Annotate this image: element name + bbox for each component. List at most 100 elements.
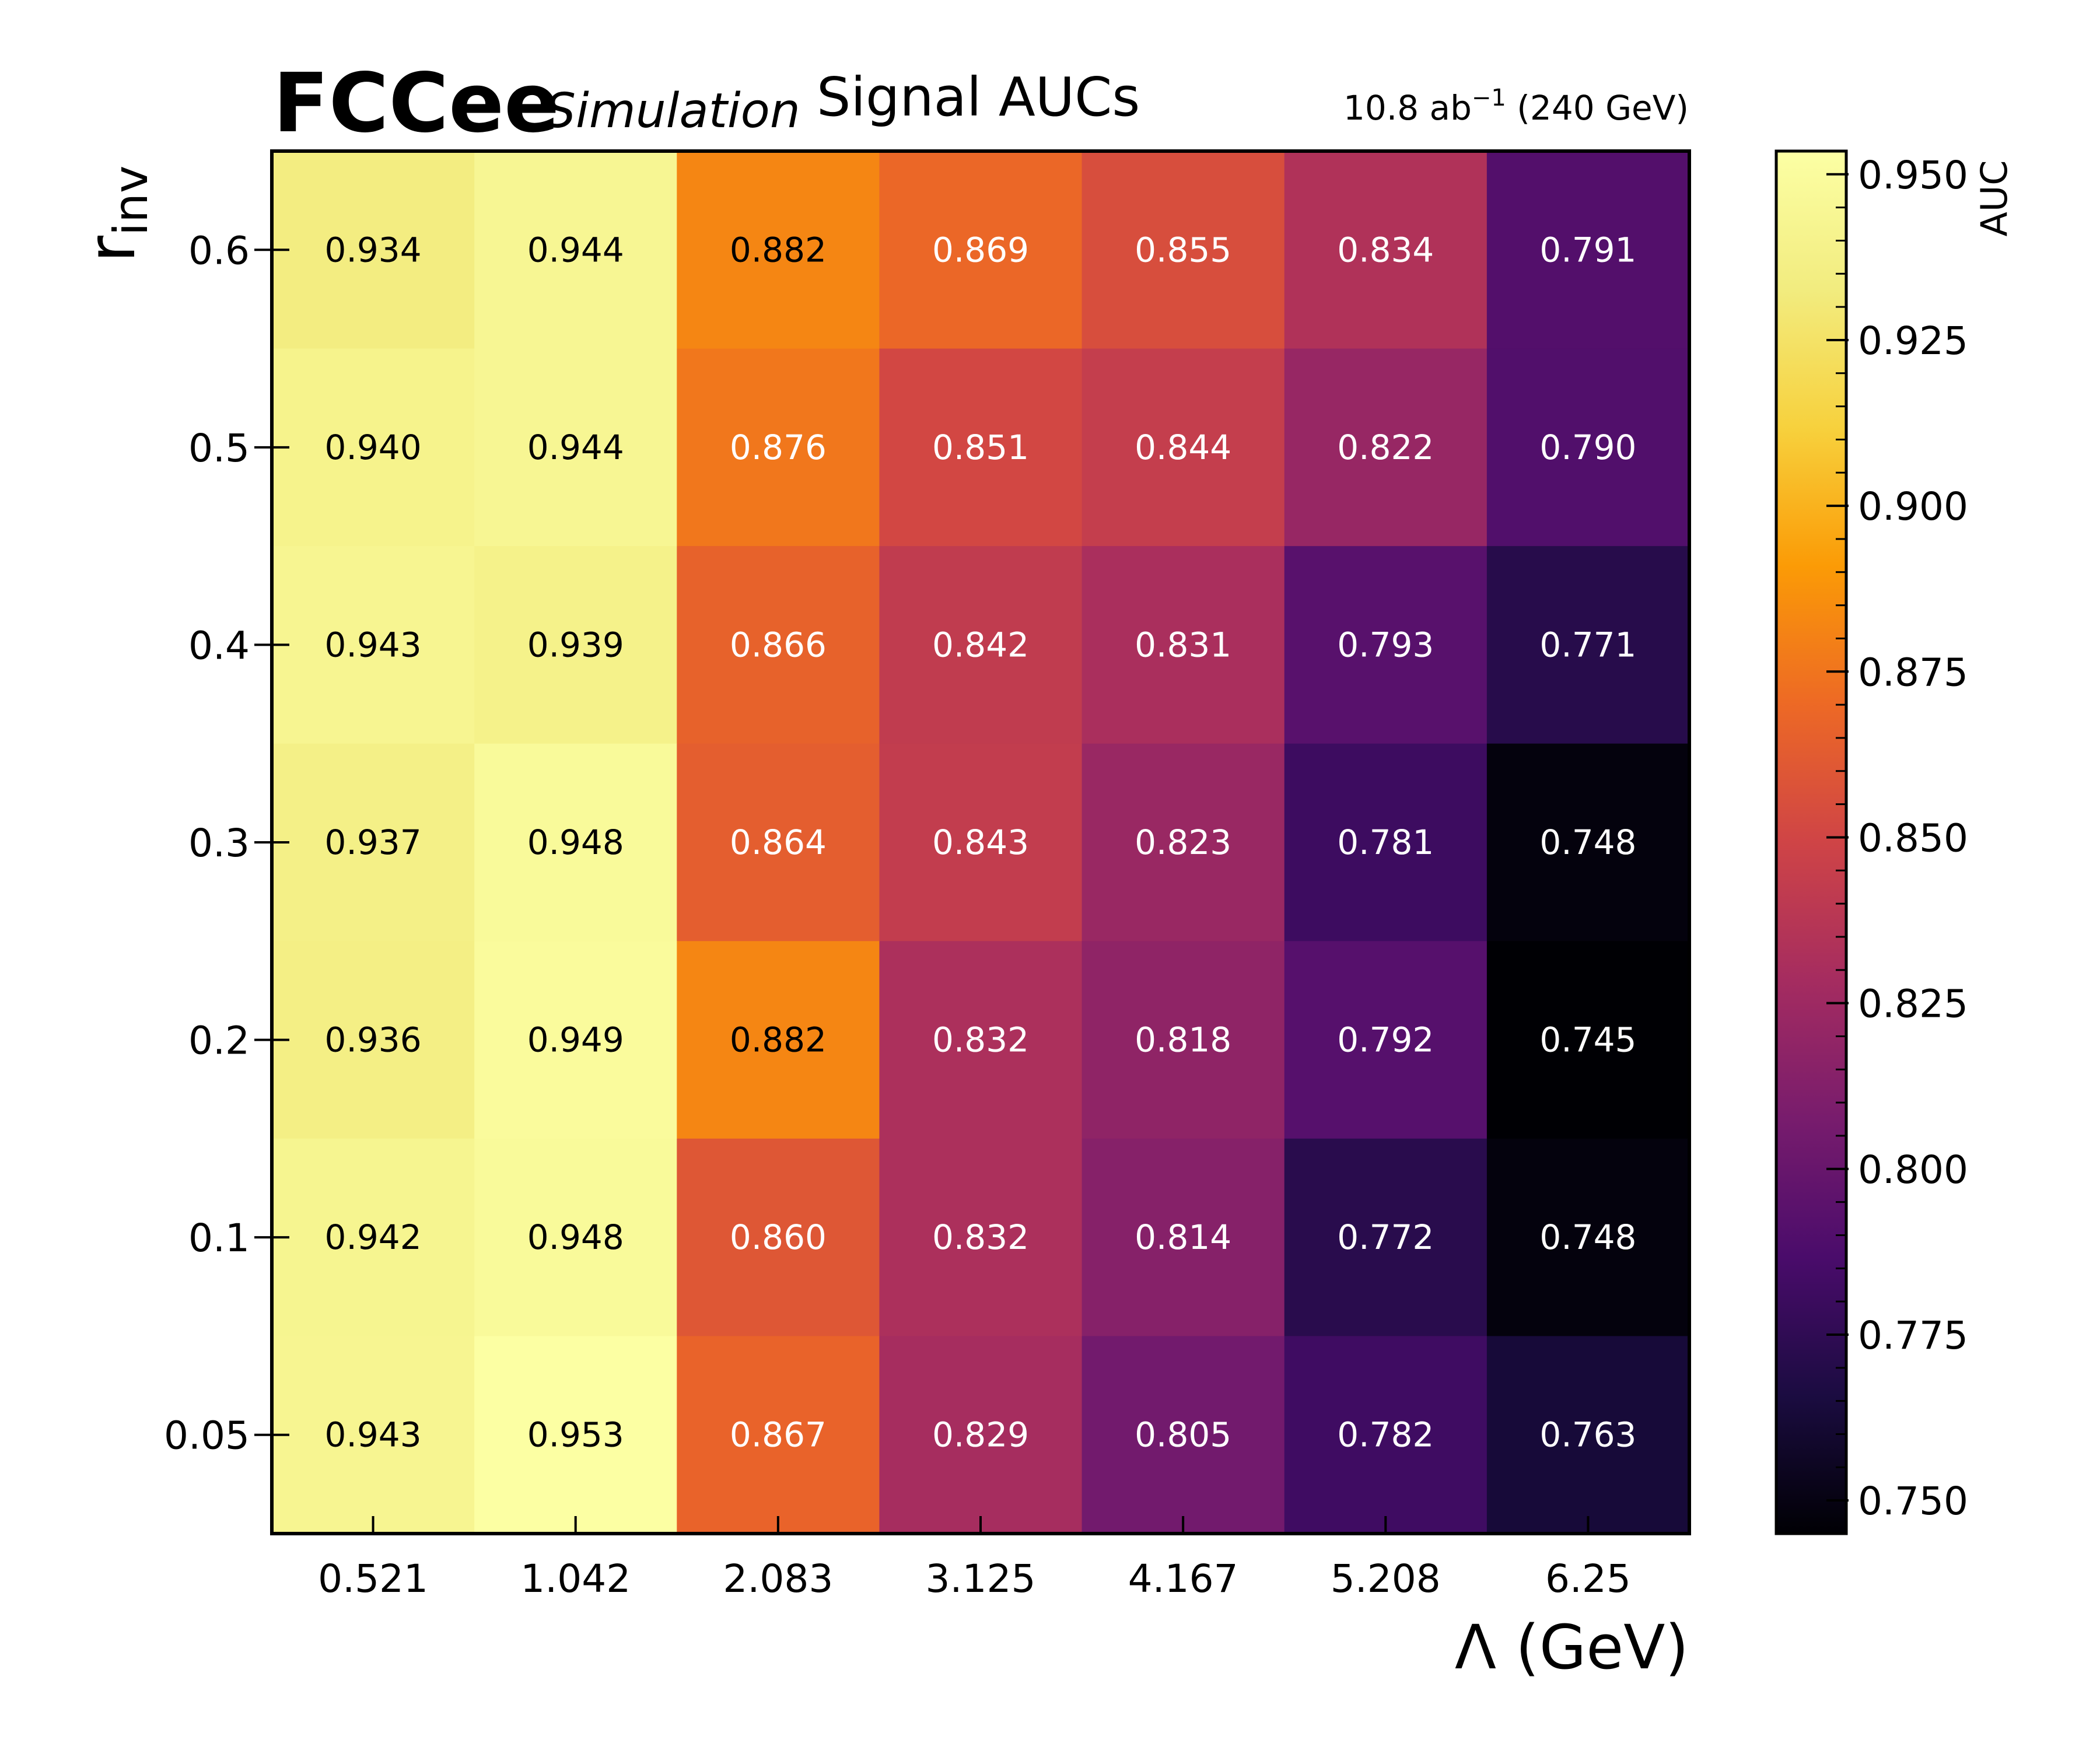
- x-tick-label: 1.042: [520, 1556, 631, 1601]
- heatmap-cell-value: 0.748: [1539, 1217, 1636, 1257]
- heatmap-cell-value: 0.843: [932, 822, 1029, 862]
- heatmap-cell: [272, 348, 475, 547]
- heatmap-cell-value: 0.834: [1337, 230, 1434, 270]
- heatmap-cell-value: 0.844: [1135, 428, 1231, 467]
- heatmap-cell: [474, 743, 677, 942]
- colorbar-tick-label: 0.900: [1858, 484, 1968, 529]
- heatmap-cell: [1486, 348, 1690, 547]
- heatmap-cell-value: 0.949: [527, 1020, 624, 1060]
- heatmap-cell-value: 0.791: [1539, 230, 1636, 270]
- lumi-exponent: −1: [1472, 85, 1506, 111]
- y-tick-label: 0.1: [188, 1216, 250, 1261]
- y-axis-label-sub: inv: [104, 166, 158, 236]
- heatmap-cell: [677, 941, 880, 1139]
- chart-title: Signal AUCs: [817, 66, 1140, 128]
- y-tick-label: 0.05: [164, 1413, 250, 1458]
- heatmap-cell: [677, 743, 880, 942]
- heatmap-cell: [1082, 941, 1285, 1139]
- heatmap-cells: [272, 151, 1690, 1534]
- x-axis-label: Λ (GeV): [1455, 1612, 1689, 1683]
- heatmap-cell: [1486, 1138, 1690, 1336]
- heatmap-cell-value: 0.781: [1337, 822, 1434, 862]
- heatmap-cell: [879, 546, 1083, 744]
- heatmap-cell: [1284, 1336, 1488, 1534]
- heatmap-cell-value: 0.948: [527, 1217, 624, 1257]
- heatmap-cell: [1486, 941, 1690, 1139]
- heatmap-cell-value: 0.822: [1337, 428, 1434, 467]
- heatmap-cell-value: 0.805: [1135, 1415, 1231, 1455]
- heatmap-cell-value: 0.876: [730, 428, 827, 467]
- heatmap-cell: [1082, 1138, 1285, 1336]
- heatmap-cell-value: 0.745: [1539, 1020, 1636, 1060]
- heatmap-cell-value: 0.831: [1135, 625, 1231, 664]
- heatmap-cell-value: 0.940: [325, 428, 422, 467]
- x-tick-label: 0.521: [318, 1556, 428, 1601]
- colorbar-tick-label: 0.875: [1858, 650, 1968, 695]
- heatmap-cell: [677, 546, 880, 744]
- heatmap-cell: [1082, 546, 1285, 744]
- heatmap-cell-value: 0.832: [932, 1217, 1029, 1257]
- heatmap-cell-value: 0.782: [1337, 1415, 1434, 1455]
- y-tick-label: 0.6: [188, 228, 250, 273]
- heatmap-cell-value: 0.948: [527, 822, 624, 862]
- heatmap-cell-value: 0.939: [527, 625, 624, 664]
- heatmap-cell-value: 0.851: [932, 428, 1029, 467]
- y-tick-label: 0.3: [188, 821, 250, 866]
- heatmap-cell: [1082, 151, 1285, 349]
- heatmap-cell: [677, 151, 880, 349]
- heatmap-cell-value: 0.937: [325, 822, 422, 862]
- x-tick-label: 5.208: [1331, 1556, 1441, 1601]
- heatmap-cell-value: 0.869: [932, 230, 1029, 270]
- heatmap-cell-value: 0.864: [730, 822, 827, 862]
- y-axis-label: rinv: [74, 166, 158, 262]
- heatmap-cell: [272, 941, 475, 1139]
- lumi-energy: (240 GeV): [1506, 88, 1689, 128]
- heatmap-cell-value: 0.772: [1337, 1217, 1434, 1257]
- heatmap-cell: [474, 546, 677, 744]
- brand-subtitle: Simulation: [545, 83, 800, 139]
- colorbar-tick-label: 0.925: [1858, 318, 1968, 363]
- heatmap-cell: [1082, 743, 1285, 942]
- heatmap-cell-value: 0.792: [1337, 1020, 1434, 1060]
- heatmap-cell: [474, 151, 677, 349]
- heatmap-cell-value: 0.842: [932, 625, 1029, 664]
- colorbar-tick-label: 0.950: [1858, 153, 1968, 198]
- x-tick-label: 6.25: [1545, 1556, 1631, 1601]
- heatmap-cell: [677, 1336, 880, 1534]
- heatmap-cell: [272, 151, 475, 349]
- y-tick-label: 0.2: [188, 1019, 250, 1063]
- x-tick-label: 3.125: [926, 1556, 1036, 1601]
- heatmap-cell-value: 0.934: [325, 230, 422, 270]
- heatmap-cell-value: 0.793: [1337, 625, 1434, 664]
- heatmap-cell: [879, 348, 1083, 547]
- heatmap-cell-value: 0.936: [325, 1020, 422, 1060]
- heatmap-cell-value: 0.943: [325, 1415, 422, 1455]
- y-tick-label: 0.4: [188, 623, 250, 668]
- colorbar: [1774, 149, 1848, 1535]
- heatmap-cell-value: 0.944: [527, 230, 624, 270]
- heatmap-cell: [1284, 1138, 1488, 1336]
- heatmap-cell-labels: 0.934 0.944 0.882 0.869 0.855 0.834 0.791 0.940…: [325, 230, 1637, 1454]
- svg-text:rinv: rinv: [74, 166, 158, 262]
- x-tick-label: 2.083: [723, 1556, 833, 1601]
- brand-logo: FCCee: [273, 56, 559, 151]
- heatmap-cell: [474, 348, 677, 547]
- y-axis-ticks: 0.6 0.5 0.4 0.3 0.2 0.1 0.05: [164, 228, 289, 1458]
- heatmap-cell: [272, 1138, 475, 1336]
- x-tick-label: 4.167: [1128, 1556, 1238, 1601]
- heatmap-cell-value: 0.823: [1135, 822, 1231, 862]
- heatmap-cell-value: 0.882: [730, 230, 827, 270]
- heatmap-cell: [474, 941, 677, 1139]
- heatmap-cell-value: 0.953: [527, 1415, 624, 1455]
- colorbar-tick-label: 0.775: [1858, 1313, 1968, 1358]
- heatmap-cell: [879, 941, 1083, 1139]
- heatmap-cell: [1082, 1336, 1285, 1534]
- heatmap-cell: [879, 743, 1083, 942]
- heatmap-cell-value: 0.832: [932, 1020, 1029, 1060]
- colorbar-tick-label: 0.750: [1858, 1479, 1968, 1524]
- colorbar-label: AUC: [1973, 160, 2015, 236]
- heatmap-cell: [677, 348, 880, 547]
- heatmap-cell: [1284, 151, 1488, 349]
- heatmap-cell: [1284, 743, 1488, 942]
